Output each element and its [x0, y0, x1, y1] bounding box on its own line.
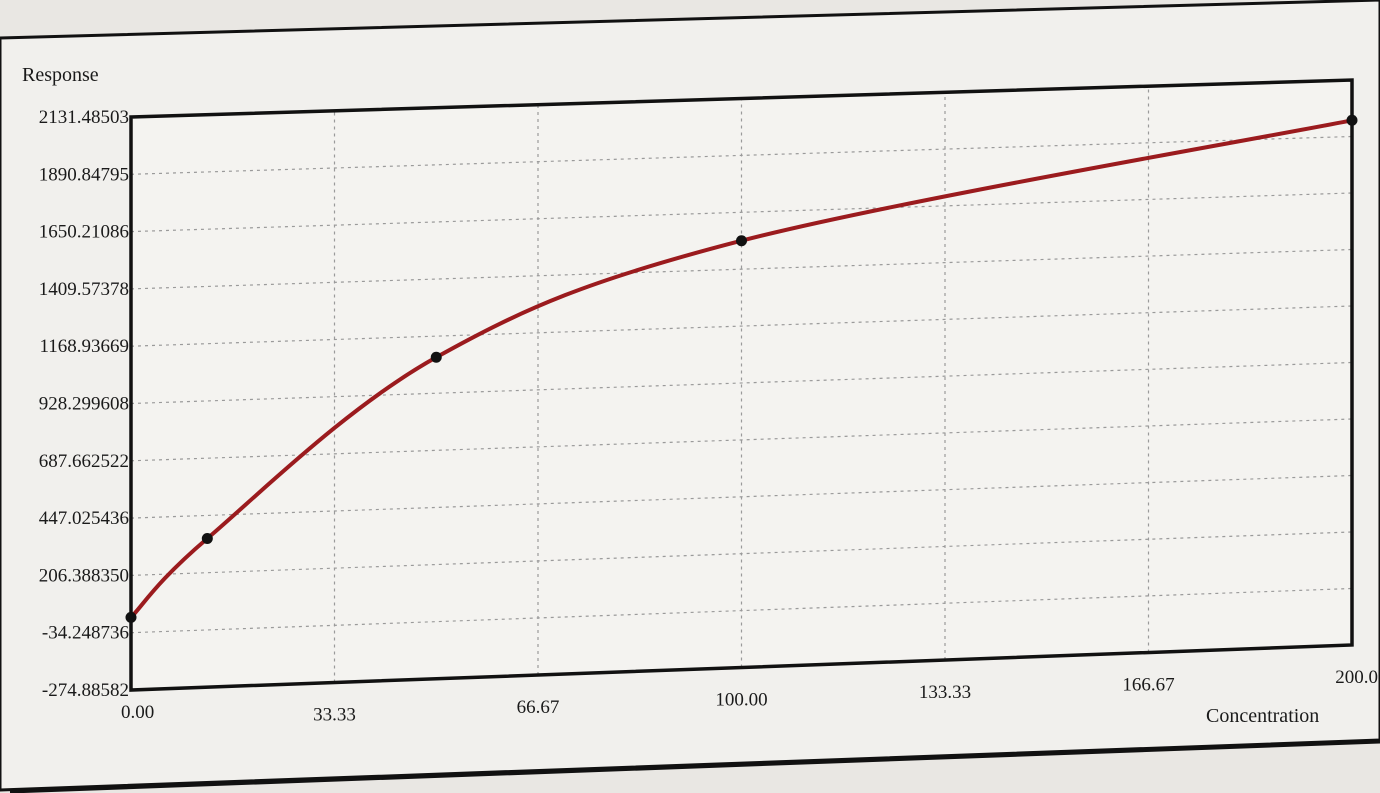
y-tick-label: 928.299608	[39, 394, 129, 415]
y-tick-label: 206.388350	[39, 565, 129, 586]
y-tick-label: 2131.48503	[39, 107, 129, 128]
y-tick-label: 1168.93669	[39, 336, 129, 357]
y-tick-label: 687.662522	[39, 451, 129, 472]
data-point	[125, 611, 137, 623]
y-tick-labels: -274.88582 -34.248736 206.388350 447.025436…	[39, 107, 129, 701]
x-tick-label: 66.67	[517, 697, 560, 718]
y-tick-label: -34.248736	[42, 623, 129, 644]
x-tick-label: 0.00	[121, 702, 154, 723]
data-point	[736, 235, 747, 247]
y-tick-label: 447.025436	[39, 508, 129, 529]
data-point	[201, 533, 213, 545]
x-tick-labels: 0.00 33.33 66.67 100.00 133.33 166.67 200.0	[121, 667, 1378, 726]
data-point	[430, 351, 442, 363]
y-tick-label: -274.88582	[42, 680, 129, 701]
x-tick-label: 33.33	[313, 705, 356, 726]
x-axis-title: Concentration	[1206, 705, 1319, 727]
data-point	[1346, 114, 1358, 126]
x-tick-label: 166.67	[1122, 675, 1174, 696]
y-axis-title: Response	[22, 64, 99, 86]
data-points	[125, 114, 1358, 623]
x-tick-label: 200.0	[1335, 667, 1378, 688]
y-tick-label: 1650.21086	[39, 222, 129, 243]
h-grid-line	[130, 361, 1353, 405]
plot-border	[129, 78, 1354, 692]
h-grid-line	[130, 418, 1353, 462]
x-tick-label: 133.33	[919, 682, 971, 703]
y-tick-label: 1409.57378	[39, 279, 129, 300]
plot-area	[125, 78, 1358, 692]
frame-shadow	[9, 740, 1380, 793]
x-tick-label: 100.00	[715, 690, 767, 711]
y-tick-label: 1890.84795	[39, 164, 129, 185]
grid-lines	[130, 86, 1353, 683]
